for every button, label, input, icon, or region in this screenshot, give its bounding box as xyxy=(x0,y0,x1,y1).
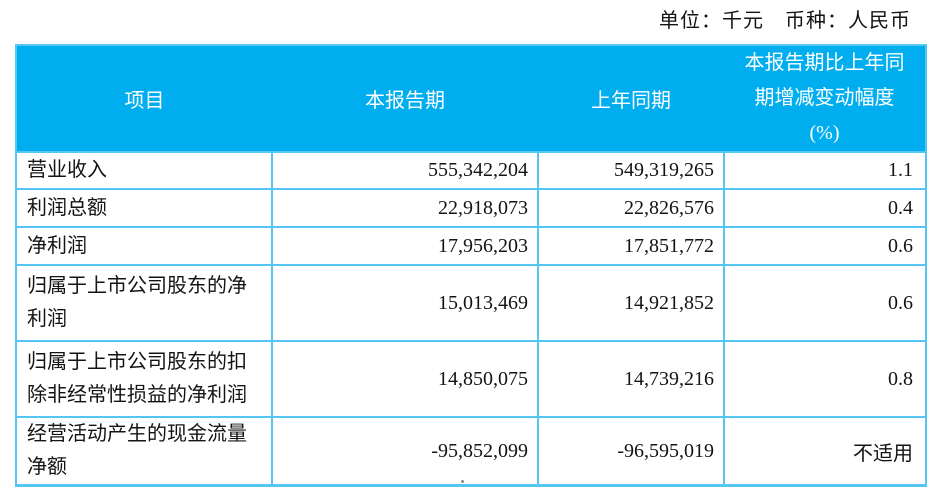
table-row-revenue: 营业收入 555,342,204 549,319,265 1.1 xyxy=(15,151,927,190)
change-value: 1.1 xyxy=(723,151,927,190)
unit-currency-note: 单位：千元 币种：人民币 xyxy=(659,10,911,32)
col-header-current: 本报告期 xyxy=(272,45,538,152)
col-header-item: 项目 xyxy=(16,45,272,152)
prior-period-value: 22,826,576 xyxy=(537,188,725,228)
current-period-value: 22,918,073 xyxy=(271,188,539,228)
change-value: 0.8 xyxy=(723,340,927,418)
current-period-value: 555,342,204 xyxy=(271,151,539,190)
row-label: 归属于上市公司股东的扣 除非经常性损益的净利润 xyxy=(15,340,273,418)
current-period-value: 14,850,075 xyxy=(271,340,539,418)
current-period-value: 15,013,469 xyxy=(271,264,539,342)
col-header-prior: 上年同期 xyxy=(538,45,724,152)
table-row-total-profit: 利润总额 22,918,073 22,826,576 0.4 xyxy=(15,188,927,228)
change-value: 0.6 xyxy=(723,264,927,342)
row-label: 归属于上市公司股东的净 利润 xyxy=(15,264,273,342)
row-label: 利润总额 xyxy=(15,188,273,228)
row-label: 净利润 xyxy=(15,226,273,266)
change-value: 0.6 xyxy=(723,226,927,266)
change-value: 不适用 xyxy=(723,416,927,487)
table-row-operating-cash-flow: 经营活动产生的现金流量 净额 -95,852,099 -96,595,019 不… xyxy=(15,416,927,487)
prior-period-value: 14,921,852 xyxy=(537,264,725,342)
prior-period-value: 17,851,772 xyxy=(537,226,725,266)
table-row-net-profit-excl-nonrecurring: 归属于上市公司股东的扣 除非经常性损益的净利润 14,850,075 14,73… xyxy=(15,340,927,418)
change-value: 0.4 xyxy=(723,188,927,228)
row-label: 营业收入 xyxy=(15,151,273,190)
table-row-net-profit: 净利润 17,956,203 17,851,772 0.6 xyxy=(15,226,927,266)
col-header-change: 本报告期比上年同 期增减变动幅度 (%) xyxy=(724,45,926,152)
table-header-row: 项目 本报告期 上年同期 本报告期比上年同 期增减变动幅度 (%) xyxy=(16,45,926,152)
prior-period-value: 14,739,216 xyxy=(537,340,725,418)
row-label: 经营活动产生的现金流量 净额 xyxy=(15,416,273,487)
financial-summary-table: 项目 本报告期 上年同期 本报告期比上年同 期增减变动幅度 (%) 营业收入 5… xyxy=(15,44,927,487)
prior-period-value: 549,319,265 xyxy=(537,151,725,190)
current-period-value: 17,956,203 xyxy=(271,226,539,266)
page-artifact-dot xyxy=(461,480,464,483)
current-period-value: -95,852,099 xyxy=(271,416,539,487)
table-row-net-profit-attributable: 归属于上市公司股东的净 利润 15,013,469 14,921,852 0.6 xyxy=(15,264,927,342)
prior-period-value: -96,595,019 xyxy=(537,416,725,487)
